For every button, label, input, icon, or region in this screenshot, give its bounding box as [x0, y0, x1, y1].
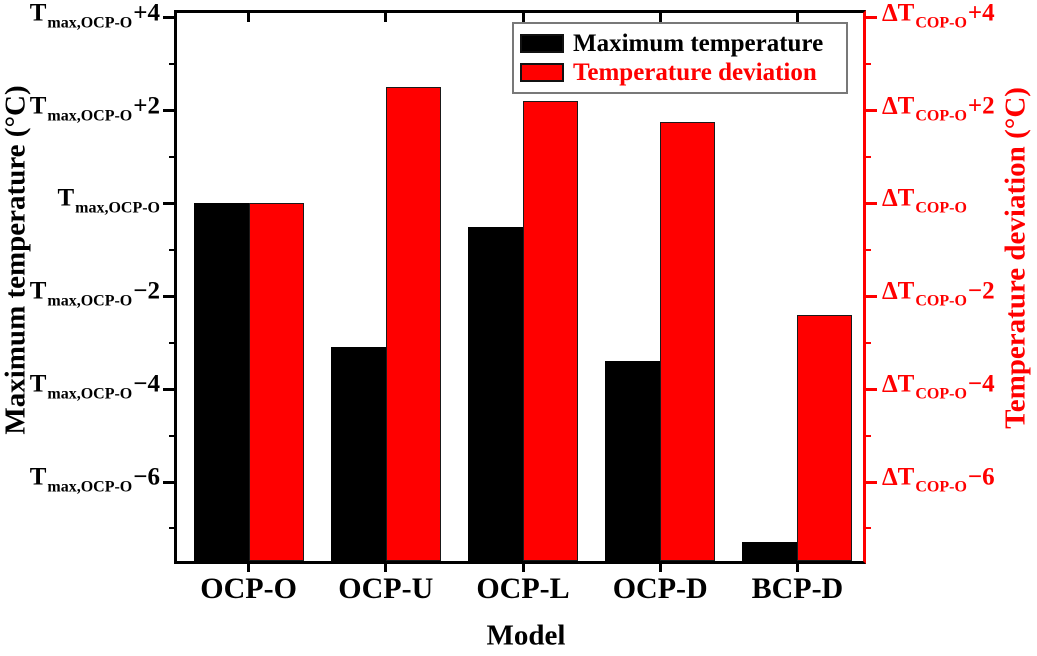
bar-maximum-temperature-ocp-l — [468, 226, 523, 561]
left-axis-major-tick — [163, 294, 177, 298]
right-axis-minor-tick — [863, 434, 871, 437]
right-axis-title: Temperature deviation (°C) — [999, 87, 1032, 429]
right-axis-tick-label: ΔTCOP-O−6 — [882, 463, 995, 496]
right-axis-tick-label: ΔTCOP-O−4 — [882, 370, 995, 403]
right-axis-tick-label: ΔTCOP-O — [882, 184, 967, 217]
bar-maximum-temperature-ocp-d — [605, 361, 661, 561]
legend: Maximum temperature Temperature deviatio… — [512, 22, 848, 94]
left-axis-major-tick — [163, 109, 177, 113]
bar-temperature-deviation-ocp-o — [248, 203, 304, 561]
legend-item-maximum-temperature: Maximum temperature — [520, 31, 838, 56]
right-axis-major-tick — [863, 480, 877, 484]
x-axis-bottom-tick — [795, 561, 799, 572]
right-axis-tick-label: ΔTCOP-O−2 — [882, 277, 995, 310]
legend-swatch-red — [520, 63, 564, 83]
right-axis-minor-tick — [863, 527, 871, 530]
right-axis-minor-tick — [863, 155, 871, 158]
x-axis-bottom-tick — [384, 561, 388, 572]
left-axis-tick-label: Tmax,OCP-O — [57, 184, 160, 217]
x-axis-bottom-tick — [658, 561, 662, 572]
legend-swatch-black — [520, 33, 564, 53]
right-axis-minor-tick — [863, 248, 871, 251]
left-axis-title: Maximum temperature (°C) — [0, 85, 32, 435]
x-axis-top-tick — [384, 13, 388, 22]
left-axis-tick-label: Tmax,OCP-O−4 — [29, 370, 160, 403]
left-axis-tick-label: Tmax,OCP-O+4 — [29, 0, 160, 32]
bar-temperature-deviation-bcp-d — [797, 314, 853, 561]
bar-maximum-temperature-ocp-o — [193, 203, 249, 561]
bar-temperature-deviation-ocp-d — [660, 122, 716, 561]
bar-maximum-temperature-ocp-u — [330, 347, 386, 561]
legend-label-temperature-deviation: Temperature deviation — [573, 59, 817, 87]
bar-temperature-deviation-ocp-u — [385, 87, 441, 561]
left-axis-major-tick — [163, 480, 177, 484]
bar-maximum-temperature-bcp-d — [742, 542, 798, 561]
x-axis-title: Model — [486, 619, 566, 652]
left-axis-major-tick — [163, 201, 177, 205]
x-axis-bottom-tick — [247, 561, 251, 572]
right-axis-minor-tick — [863, 341, 871, 344]
right-axis-major-tick — [863, 109, 877, 113]
x-axis-top-tick — [658, 13, 662, 22]
right-axis-major-tick — [863, 294, 877, 298]
left-axis-minor-tick — [169, 248, 177, 251]
x-axis-top-tick — [795, 13, 799, 22]
right-axis-major-tick — [863, 16, 877, 20]
x-tick-label-ocp-o: OCP-O — [200, 572, 297, 605]
left-axis-minor-tick — [169, 155, 177, 158]
left-axis-minor-tick — [169, 434, 177, 437]
left-axis-major-tick — [163, 16, 177, 20]
x-axis-bottom-tick — [521, 561, 525, 572]
left-axis-minor-tick — [169, 63, 177, 66]
legend-label-maximum-temperature: Maximum temperature — [573, 29, 824, 57]
right-axis-tick-label: ΔTCOP-O+4 — [882, 0, 995, 32]
bar-temperature-deviation-ocp-l — [523, 101, 578, 561]
right-axis-major-tick — [863, 387, 877, 391]
legend-item-temperature-deviation: Temperature deviation — [520, 60, 838, 85]
x-tick-label-ocp-d: OCP-D — [612, 572, 708, 605]
left-axis-tick-label: Tmax,OCP-O−6 — [29, 463, 160, 496]
left-axis-minor-tick — [169, 341, 177, 344]
left-axis-major-tick — [163, 387, 177, 391]
x-tick-label-bcp-d: BCP-D — [751, 572, 844, 605]
left-axis-minor-tick — [169, 527, 177, 530]
left-axis-tick-label: Tmax,OCP-O+2 — [29, 92, 160, 125]
x-tick-label-ocp-l: OCP-L — [476, 572, 570, 605]
x-axis-top-tick — [521, 13, 525, 22]
right-axis-minor-tick — [863, 63, 871, 66]
right-axis-tick-label: ΔTCOP-O+2 — [882, 92, 995, 125]
x-tick-label-ocp-u: OCP-U — [338, 572, 434, 605]
left-axis-tick-label: Tmax,OCP-O−2 — [29, 277, 160, 310]
x-axis-top-tick — [247, 13, 251, 22]
right-axis-major-tick — [863, 201, 877, 205]
